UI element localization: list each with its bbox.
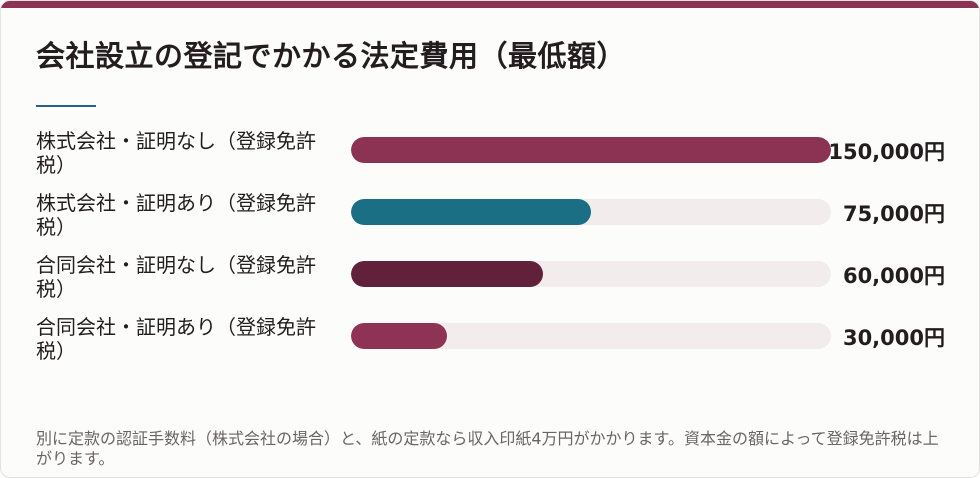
bar-row: 合同会社・証明なし（登録免許税） 60,000円 (1, 245, 979, 305)
bar-track (351, 199, 831, 225)
bar-track (351, 137, 831, 163)
bar-track (351, 323, 831, 349)
bar (351, 261, 543, 287)
category-label: 合同会社・証明なし（登録免許税） (36, 253, 316, 301)
value-label: 30,000円 (842, 326, 945, 350)
bar-track (351, 261, 831, 287)
value-label: 75,000円 (842, 202, 945, 226)
top-accent-strip (1, 1, 979, 8)
bar (351, 137, 831, 163)
footnote: 別に定款の認証手数料（株式会社の場合）と、紙の定款なら収入印紙4万円がかかります… (36, 429, 939, 468)
bar (351, 199, 591, 225)
bar-row: 株式会社・証明あり（登録免許税） 75,000円 (1, 183, 979, 243)
category-label: 株式会社・証明なし（登録免許税） (36, 129, 316, 177)
chart-title: 会社設立の登記でかかる法定費用（最低額） (36, 39, 627, 73)
title-underline (36, 105, 96, 107)
value-label: 60,000円 (842, 264, 945, 288)
bar-row: 株式会社・証明なし（登録免許税） 150,000円 (1, 121, 979, 181)
category-label: 株式会社・証明あり（登録免許税） (36, 191, 316, 239)
category-label: 合同会社・証明あり（登録免許税） (36, 315, 316, 363)
bar-row: 合同会社・証明あり（登録免許税） 30,000円 (1, 307, 979, 367)
value-label: 150,000円 (828, 140, 945, 164)
bar (351, 323, 447, 349)
